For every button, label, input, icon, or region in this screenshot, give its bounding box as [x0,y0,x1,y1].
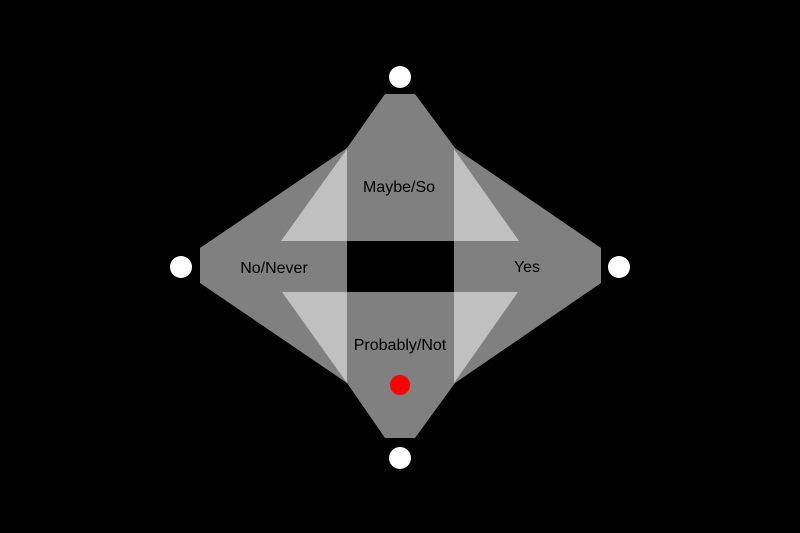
label-top: Maybe/So [363,179,435,196]
selection-marker[interactable] [390,375,410,395]
triangle-bottom-right [454,292,518,383]
label-right: Yes [514,259,540,276]
triangle-top-left [281,149,347,241]
label-left: No/Never [240,260,308,277]
endpoint-top[interactable] [389,66,411,88]
triangle-bottom-left [282,292,347,383]
endpoint-left[interactable] [170,256,192,278]
endpoint-bottom[interactable] [389,447,411,469]
triangle-top-right [454,149,519,241]
label-bottom: Probably/Not [354,337,447,354]
center-hole [347,241,454,292]
endpoint-right[interactable] [608,256,630,278]
